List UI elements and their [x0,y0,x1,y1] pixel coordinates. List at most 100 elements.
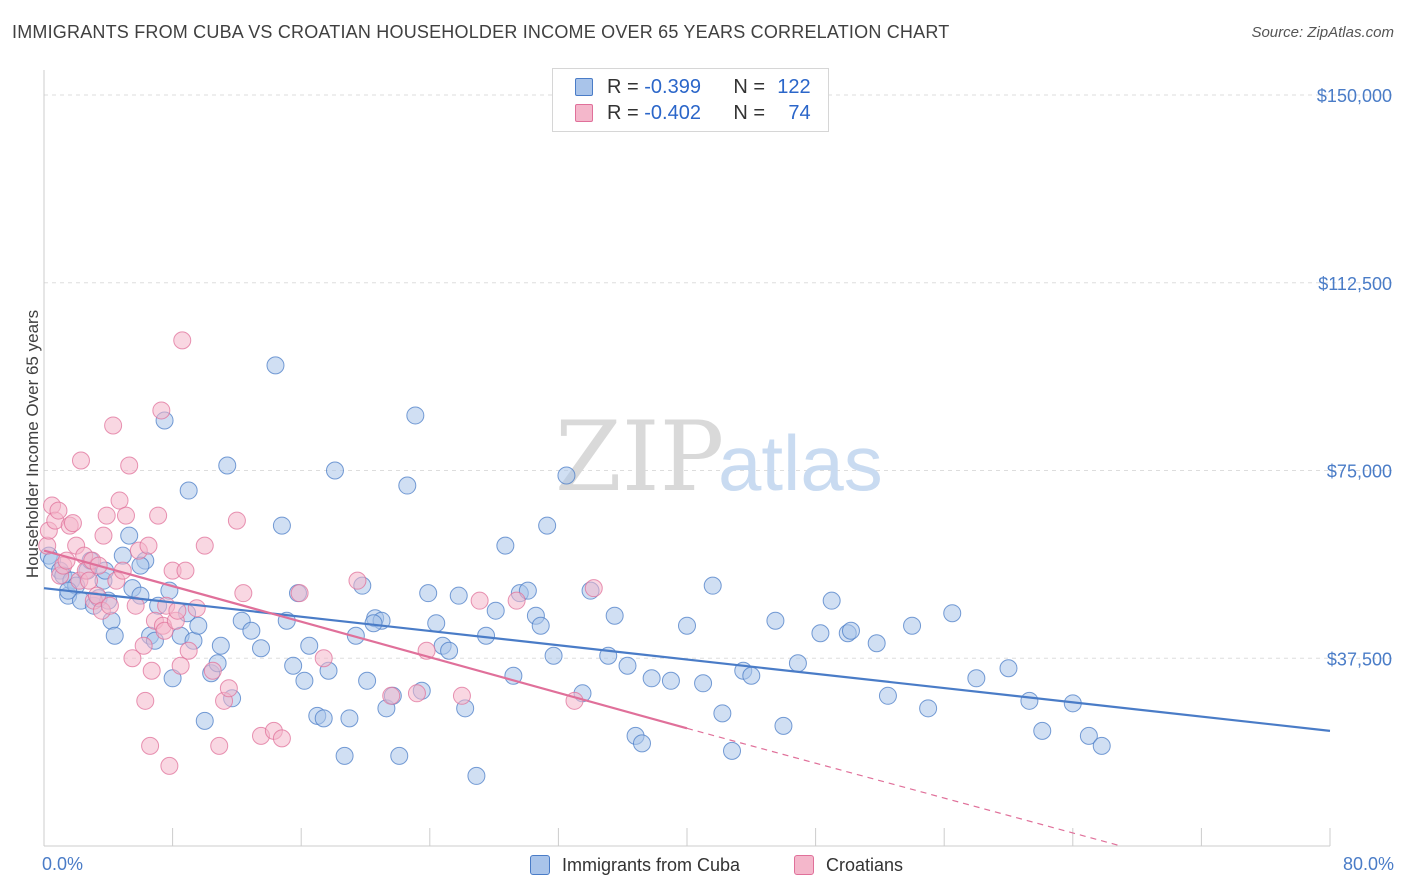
data-point [335,746,354,765]
trend-line [43,587,1331,732]
data-point [713,704,732,723]
data-point [272,516,291,535]
data-point [142,661,161,680]
data-point [63,514,82,533]
data-point [878,686,897,705]
data-point [822,591,841,610]
data-point [325,461,344,480]
data-point [234,584,253,603]
data-point [967,669,986,688]
y-tick-label: $37,500 [1327,649,1392,669]
data-point [774,716,793,735]
data-point [723,741,742,760]
watermark-atlas: atlas [718,419,883,507]
y-axis-title: Householder Income Over 65 years [23,310,42,578]
data-point [110,491,129,510]
y-tick-label: $150,000 [1317,86,1392,106]
data-point [467,766,486,785]
data-point [94,526,113,545]
data-point [80,571,99,590]
legend-n-value: 122 [777,75,811,98]
data-point [155,621,174,640]
data-point [348,571,367,590]
data-point [661,671,680,690]
data-point [390,746,409,765]
data-point [176,561,195,580]
data-point [97,506,116,525]
data-point [811,624,830,643]
x-tick-labels: 0.0% 80.0% [42,854,1394,874]
series-croatians [38,331,603,775]
data-point [678,616,696,635]
data-point [113,546,132,565]
legend-r-value: -0.402 [644,101,701,124]
data-point [632,734,651,753]
data-point [171,656,190,675]
data-point [427,614,446,633]
data-point [210,736,229,755]
y-tick-labels: $37,500 $75,000 $112,500 $150,000 [1317,86,1392,669]
data-point [742,666,761,685]
data-point [71,451,90,470]
legend-swatch-blue [575,78,593,96]
data-point [999,659,1018,678]
data-point [187,599,206,618]
data-point [49,501,68,520]
grid-lines [44,94,1394,659]
data-point [242,621,261,640]
data-point [943,604,962,623]
data-point [116,506,135,525]
legend-r-value: -0.399 [644,75,701,98]
data-point [407,684,426,703]
data-point [919,699,938,718]
data-point [105,626,124,645]
watermark: ZIP atlas [555,401,883,513]
data-point [120,456,139,475]
chart-title: IMMIGRANTS FROM CUBA VS CROATIAN HOUSEHO… [12,22,950,42]
y-tick-label: $75,000 [1327,462,1392,482]
data-point [398,476,417,495]
data-point [120,526,139,545]
legend-row-croatians: R = -0.402 N = 74 [575,100,811,126]
data-point [1033,721,1052,740]
data-point [642,669,661,688]
data-point [195,536,214,555]
data-point [358,671,377,690]
data-point [1020,691,1039,710]
trend-lines [43,549,1331,847]
x-tick-label-min: 0.0% [42,854,83,874]
data-point [266,356,285,375]
data-point [100,596,119,615]
data-point [152,401,171,420]
data-point [252,639,271,658]
data-point [788,654,807,673]
data-point [104,416,123,435]
x-tick-label-max: 80.0% [1343,854,1394,874]
bottom-legend-label: Croatians [826,854,904,875]
data-point [218,456,237,475]
bottom-legend-label: Immigrants from Cuba [562,854,741,875]
data-point [300,636,319,655]
legend-n-label: N = [733,101,766,124]
y-tick-label: $112,500 [1318,274,1392,294]
data-point [544,646,563,665]
data-point [173,331,192,350]
data-point [195,711,214,730]
data-point [134,636,153,655]
data-point [531,616,550,635]
legend-n-label: N = [733,75,766,98]
data-point [295,671,314,690]
legend-row-cuba: R = -0.399 N = 122 [575,74,811,100]
data-point [290,584,309,603]
data-point [440,641,459,660]
data-point [584,579,603,598]
data-point [284,656,303,675]
legend-r-label: R = [607,75,639,98]
bottom-legend-cuba: Immigrants from Cuba [530,852,740,878]
data-point [149,506,168,525]
bottom-legend-swatch-blue [530,855,550,875]
data-point [314,649,333,668]
data-point [126,596,145,615]
data-point [272,729,291,748]
data-point [694,674,713,693]
